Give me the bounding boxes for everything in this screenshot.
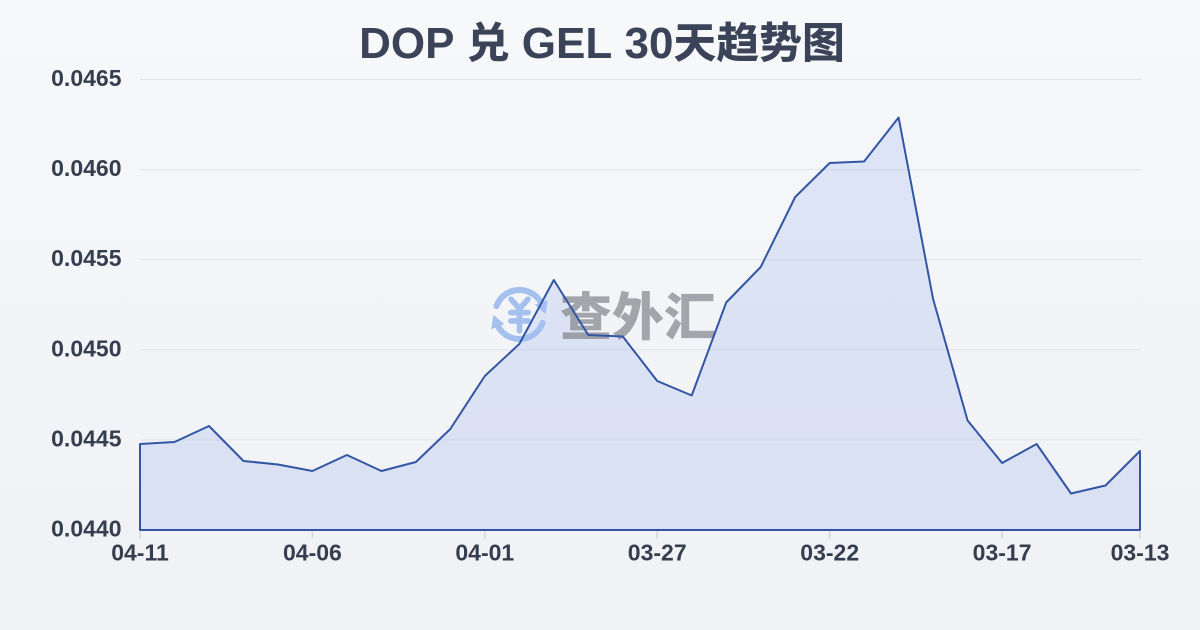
svg-text:0.0455: 0.0455: [51, 245, 122, 271]
svg-text:04-11: 04-11: [111, 540, 169, 566]
svg-text:04-06: 04-06: [283, 540, 342, 566]
svg-text:03-13: 03-13: [1111, 540, 1170, 566]
svg-text:03-22: 03-22: [800, 540, 859, 566]
svg-text:0.0450: 0.0450: [51, 335, 121, 361]
svg-text:0.0465: 0.0465: [51, 65, 122, 91]
svg-text:0.0460: 0.0460: [51, 155, 121, 181]
svg-text:04-01: 04-01: [455, 540, 514, 566]
svg-text:30: 30: [625, 19, 674, 68]
svg-text:03-17: 03-17: [973, 540, 1032, 566]
svg-text:03-27: 03-27: [628, 540, 687, 566]
svg-text:0.0440: 0.0440: [51, 516, 121, 542]
svg-text:GEL: GEL: [522, 19, 612, 68]
svg-text:DOP: DOP: [359, 19, 454, 68]
svg-text:0.0445: 0.0445: [51, 425, 122, 451]
